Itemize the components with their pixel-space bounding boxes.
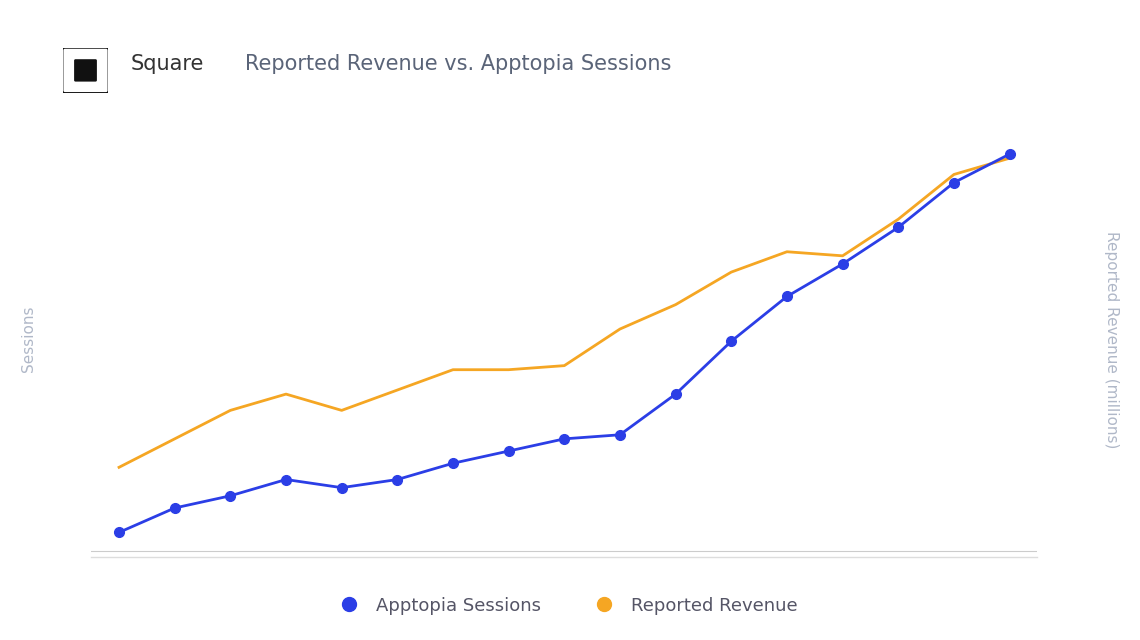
Text: Reported Revenue vs. Apptopia Sessions: Reported Revenue vs. Apptopia Sessions (245, 54, 671, 74)
Legend: Apptopia Sessions, Reported Revenue: Apptopia Sessions, Reported Revenue (324, 589, 805, 621)
Text: Reported Revenue (millions): Reported Revenue (millions) (1104, 230, 1119, 448)
FancyBboxPatch shape (74, 60, 97, 81)
FancyBboxPatch shape (62, 47, 109, 94)
Text: Sessions: Sessions (21, 306, 36, 372)
Text: Square: Square (131, 54, 204, 74)
